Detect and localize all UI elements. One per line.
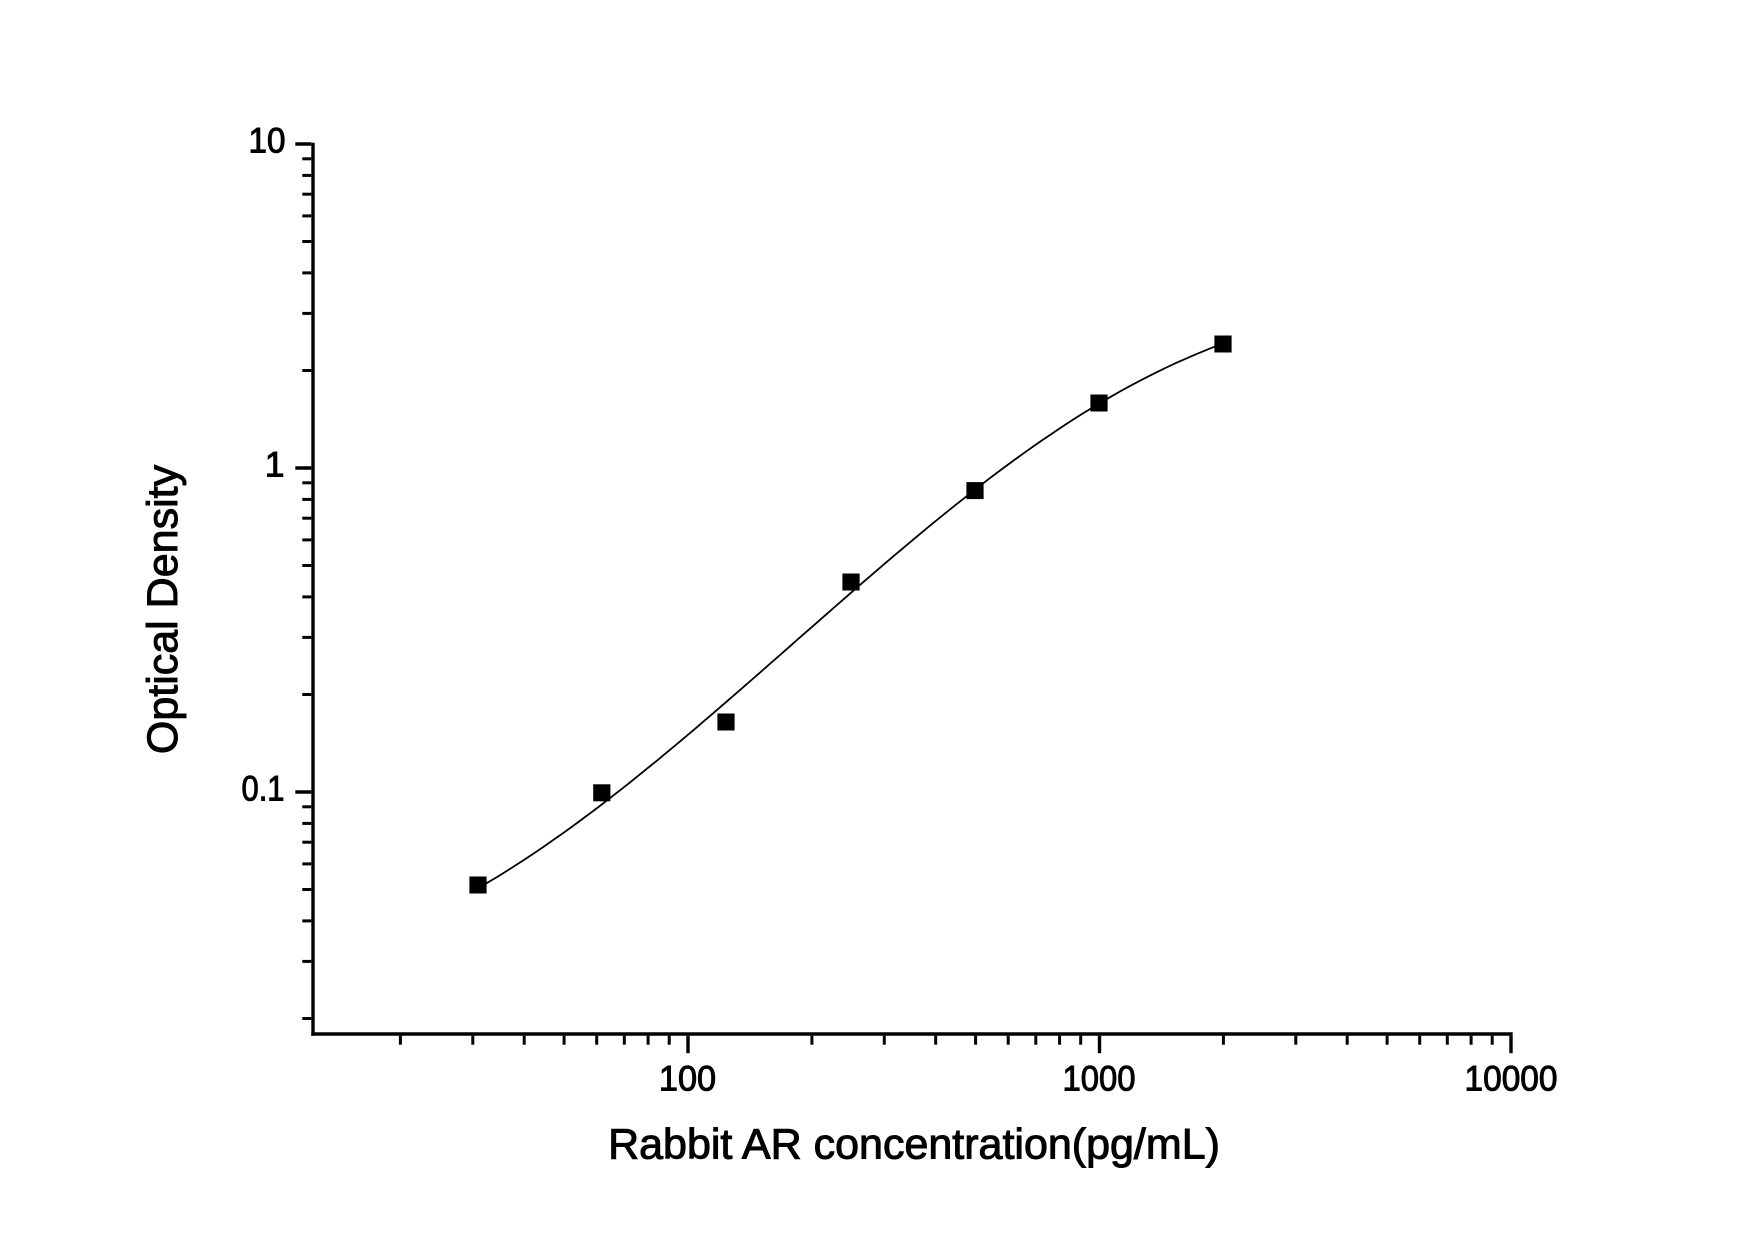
svg-text:1000: 1000 <box>1062 1058 1135 1098</box>
svg-text:10: 10 <box>249 121 286 161</box>
svg-text:Rabbit AR concentration(pg/mL): Rabbit AR concentration(pg/mL) <box>608 1121 1220 1169</box>
svg-text:Optical Density: Optical Density <box>139 464 187 754</box>
svg-text:100: 100 <box>659 1058 716 1098</box>
svg-text:0.1: 0.1 <box>242 768 285 808</box>
svg-text:1: 1 <box>265 445 285 485</box>
svg-text:10000: 10000 <box>1465 1058 1558 1098</box>
